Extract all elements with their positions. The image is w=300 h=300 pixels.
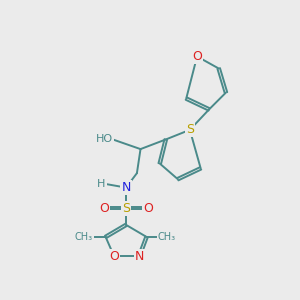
Text: S: S [122,202,130,214]
Text: O: O [192,50,202,63]
Text: O: O [143,202,153,214]
Text: HO: HO [96,134,113,145]
Text: CH₃: CH₃ [158,232,176,242]
Text: O: O [109,250,119,263]
Text: H: H [97,179,106,189]
Text: N: N [135,250,144,263]
Text: O: O [100,202,110,214]
Text: CH₃: CH₃ [75,232,93,242]
Text: S: S [186,123,194,136]
Text: N: N [122,181,131,194]
